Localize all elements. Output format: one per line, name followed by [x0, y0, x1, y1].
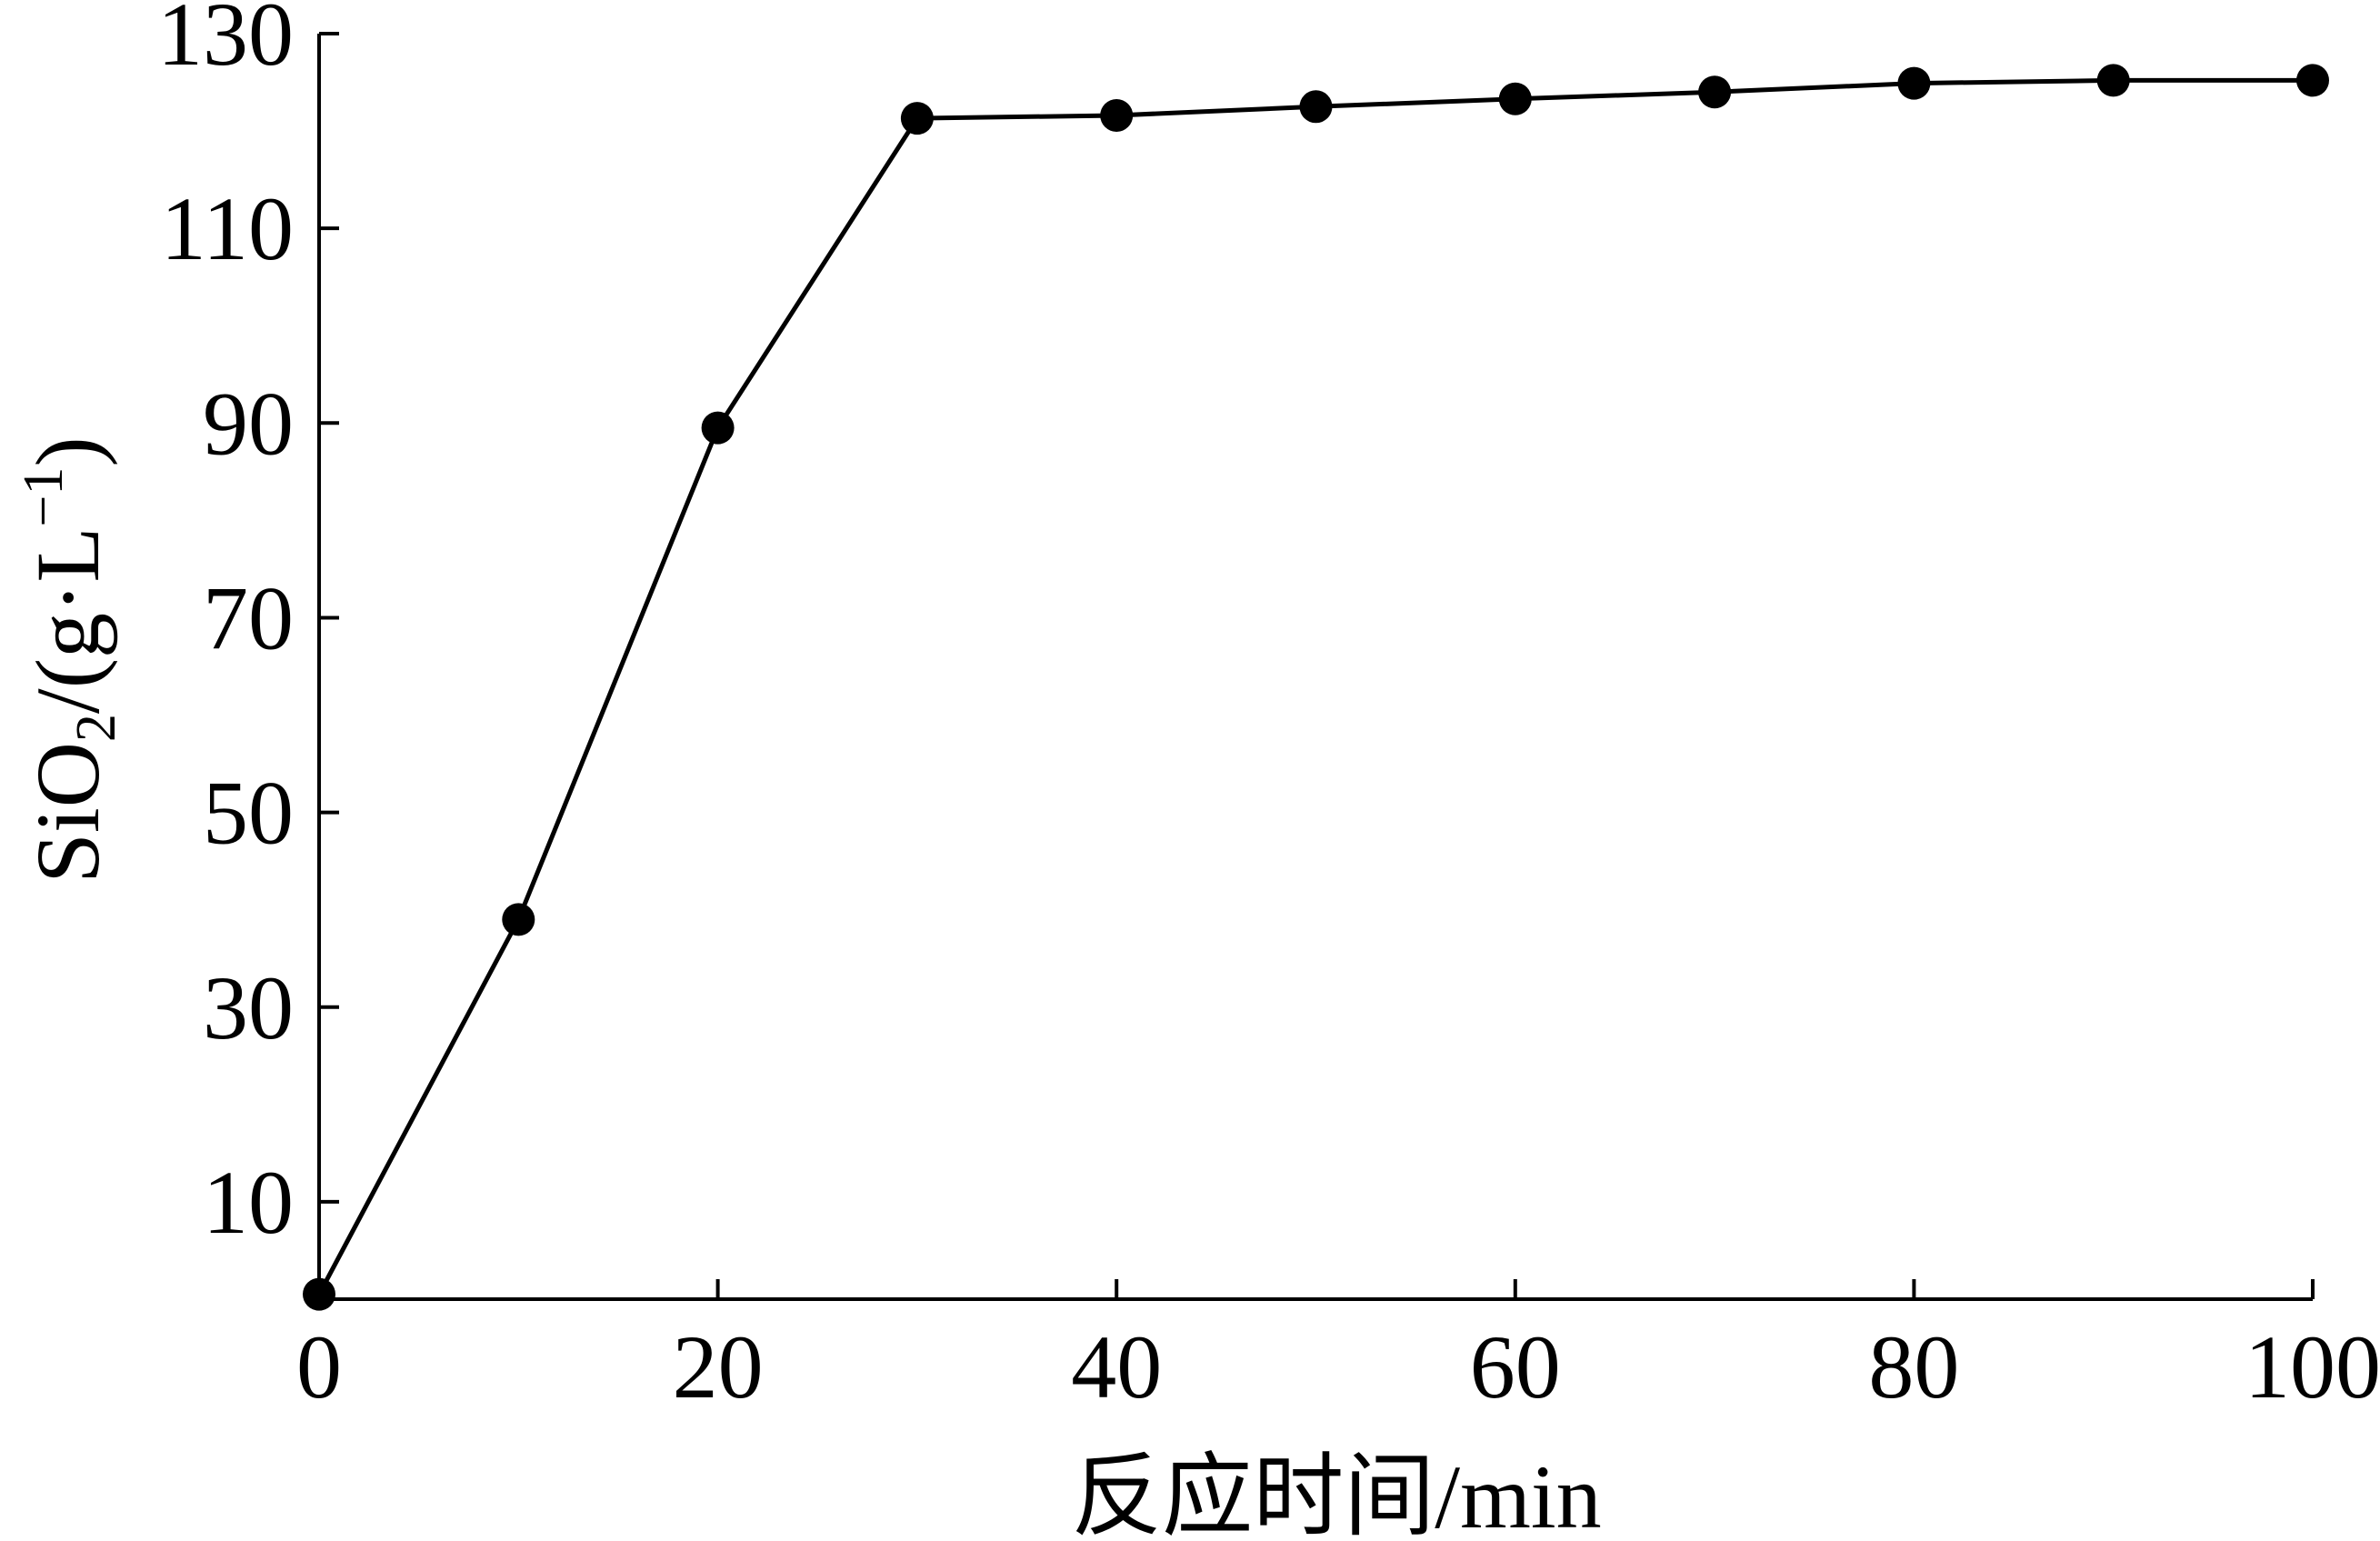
data-point	[1698, 75, 1732, 109]
y-axis-label-sub: 2	[65, 714, 127, 742]
y-axis-label-part: /(g·L	[17, 527, 118, 714]
y-axis-label-part: )	[17, 436, 118, 466]
y-tick-label: 130	[157, 0, 294, 85]
x-tick-label: 80	[1868, 1316, 1959, 1417]
x-tick-label: 40	[1071, 1316, 1162, 1417]
x-tick-label: 20	[673, 1316, 764, 1417]
y-tick-label: 90	[203, 373, 294, 474]
data-point	[1100, 98, 1134, 132]
data-point	[900, 102, 934, 135]
data-point	[1299, 90, 1333, 124]
x-tick-label: 60	[1470, 1316, 1561, 1417]
y-axis-label-part: SiO	[17, 742, 118, 884]
y-axis-label-sup: −1	[13, 467, 75, 527]
y-tick-label: 70	[203, 567, 294, 668]
data-point	[2296, 64, 2329, 97]
series-line	[316, 77, 2313, 1296]
y-tick-label: 50	[203, 763, 294, 864]
data-point	[1498, 82, 1532, 115]
data-point	[303, 1277, 335, 1311]
x-axis-label: 反应时间/min	[1071, 1446, 1601, 1541]
data-point	[701, 411, 735, 445]
x-tick-label: 0	[296, 1316, 342, 1417]
data-point	[1897, 66, 1931, 100]
data-point	[502, 903, 535, 936]
y-axis-label: SiO2/(g·L−1)	[13, 436, 127, 883]
data-point	[2096, 64, 2130, 97]
y-tick-label: 110	[161, 178, 294, 279]
y-tick-label: 30	[203, 957, 294, 1058]
y-tick-label: 10	[203, 1152, 294, 1253]
x-tick-label: 100	[2245, 1316, 2380, 1417]
